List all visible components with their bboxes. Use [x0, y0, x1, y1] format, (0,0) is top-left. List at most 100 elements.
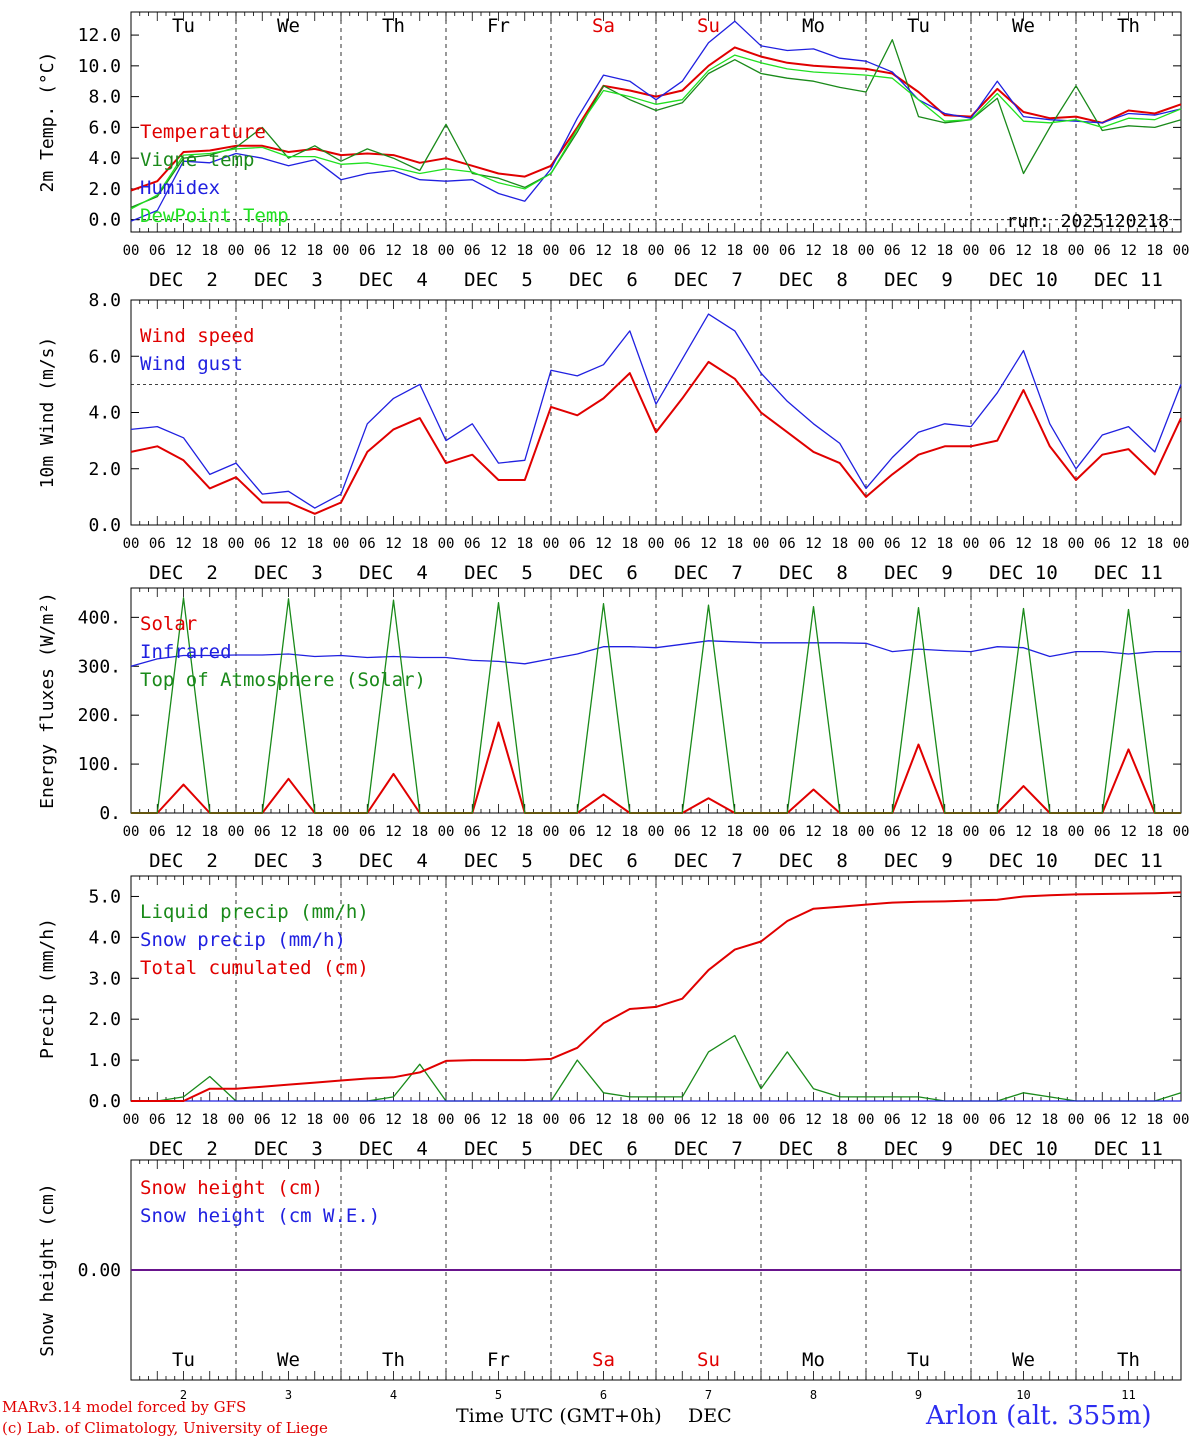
- x-hour-label: 00: [123, 1112, 140, 1128]
- x-hour-label: 12: [1120, 824, 1137, 840]
- x-hour-label: 18: [621, 243, 638, 259]
- day-of-week-label: Th: [382, 15, 405, 37]
- y-tick-label: 0.0: [88, 1091, 121, 1112]
- x-day-number: 7: [705, 1388, 712, 1402]
- day-of-week-label: We: [277, 1349, 300, 1371]
- x-hour-label: 18: [1146, 536, 1163, 552]
- x-hour-label: 12: [385, 824, 402, 840]
- y-axis-label: Energy fluxes (W/m²): [37, 592, 58, 809]
- x-hour-label: 00: [543, 1112, 560, 1128]
- legend-entry: Wind speed: [140, 325, 254, 347]
- x-hour-label: 06: [884, 1112, 901, 1128]
- x-hour-label: 00: [858, 536, 875, 552]
- x-day-number: 9: [915, 1388, 922, 1402]
- x-hour-label: 18: [726, 536, 743, 552]
- day-of-week-label: Mo: [802, 1349, 825, 1371]
- x-hour-label: 18: [201, 1112, 218, 1128]
- x-date-label: DEC 9: [884, 1138, 953, 1160]
- x-date-label: DEC 5: [464, 1138, 533, 1160]
- x-hour-label: 12: [595, 243, 612, 259]
- day-of-week-label: We: [1012, 1349, 1035, 1371]
- x-hour-label: 18: [621, 1112, 638, 1128]
- x-hour-label: 00: [753, 243, 770, 259]
- x-hour-label: 18: [1041, 1112, 1058, 1128]
- day-of-week-label: Tu: [172, 15, 195, 37]
- y-tick-label: 3.0: [88, 968, 121, 989]
- x-date-label: DEC 9: [884, 562, 953, 584]
- x-hour-label: 00: [1173, 824, 1190, 840]
- legend-entry: Infrared: [140, 641, 232, 663]
- x-hour-label: 06: [359, 243, 376, 259]
- legend-entry: Total cumulated (cm): [140, 957, 369, 979]
- x-hour-label: 00: [858, 824, 875, 840]
- x-hour-label: 00: [333, 536, 350, 552]
- x-hour-label: 12: [1120, 536, 1137, 552]
- x-date-label: DEC 7: [674, 269, 743, 291]
- x-hour-label: 00: [333, 1112, 350, 1128]
- x-hour-label: 06: [254, 1112, 271, 1128]
- x-hour-label: 12: [700, 243, 717, 259]
- x-hour-label: 12: [175, 824, 192, 840]
- x-hour-label: 18: [201, 824, 218, 840]
- series-line-green: [131, 597, 1181, 814]
- x-hour-label: 00: [648, 536, 665, 552]
- x-day-number: 5: [495, 1388, 502, 1402]
- legend-entry: Temperature: [140, 121, 266, 143]
- x-hour-label: 06: [254, 536, 271, 552]
- x-hour-label: 12: [1120, 1112, 1137, 1128]
- x-hour-label: 12: [595, 1112, 612, 1128]
- x-hour-label: 06: [359, 1112, 376, 1128]
- x-hour-label: 12: [490, 243, 507, 259]
- legend-entry: Snow precip (mm/h): [140, 929, 346, 951]
- x-hour-label: 12: [175, 536, 192, 552]
- x-hour-label: 00: [123, 243, 140, 259]
- x-hour-label: 18: [516, 1112, 533, 1128]
- x-hour-label: 06: [569, 1112, 586, 1128]
- run-annotation: run: 2025120218: [1006, 211, 1169, 232]
- x-hour-label: 12: [280, 824, 297, 840]
- x-day-number: 3: [285, 1388, 292, 1402]
- x-date-label: DEC 3: [254, 562, 323, 584]
- day-of-week-label: Su: [697, 1349, 720, 1371]
- y-tick-label: 0.: [99, 803, 121, 824]
- x-hour-label: 06: [359, 536, 376, 552]
- x-hour-label: 06: [149, 536, 166, 552]
- x-hour-label: 06: [149, 824, 166, 840]
- x-date-label: DEC 6: [569, 850, 638, 872]
- x-hour-label: 00: [333, 243, 350, 259]
- x-hour-label: 18: [411, 824, 428, 840]
- x-hour-label: 06: [1094, 824, 1111, 840]
- x-date-label: DEC 4: [359, 269, 428, 291]
- x-day-number: 2: [180, 1388, 187, 1402]
- model-credit-line: MARv3.14 model forced by GFS: [2, 1398, 247, 1416]
- x-hour-label: 18: [726, 243, 743, 259]
- y-tick-label: 200.: [78, 705, 121, 726]
- y-tick-label: 300.: [78, 656, 121, 677]
- x-hour-label: 00: [648, 1112, 665, 1128]
- x-hour-label: 00: [438, 243, 455, 259]
- x-hour-label: 06: [569, 536, 586, 552]
- x-date-label: DEC 2: [149, 850, 218, 872]
- x-hour-label: 00: [1173, 536, 1190, 552]
- x-hour-label: 18: [1041, 243, 1058, 259]
- x-hour-label: 06: [149, 243, 166, 259]
- panel-energy: 0. 100. 200. 300. 400. Energy fluxes (W/m²) So…: [37, 587, 1190, 872]
- series-line-blue: [130, 20, 1182, 222]
- x-hour-label: 00: [228, 536, 245, 552]
- x-hour-label: 18: [411, 1112, 428, 1128]
- x-hour-label: 00: [543, 536, 560, 552]
- x-hour-label: 06: [569, 824, 586, 840]
- panel-snow: 0.00 Snow height (cm) Snow height (cm) Snow…: [37, 1159, 1182, 1402]
- series-line-red: [130, 360, 1182, 515]
- x-hour-label: 12: [700, 1112, 717, 1128]
- x-hour-label: 12: [1120, 243, 1137, 259]
- x-hour-label: 06: [674, 243, 691, 259]
- x-hour-label: 18: [1146, 243, 1163, 259]
- panel-temperature: 0.0 2.0 4.0 6.0 8.0 10.0 12.0 2m Temp. (°C) Temp…: [37, 11, 1189, 291]
- x-hour-label: 12: [910, 243, 927, 259]
- x-date-label: DEC 11: [1094, 269, 1163, 291]
- x-hour-label: 12: [700, 536, 717, 552]
- x-date-label: DEC 10: [989, 269, 1058, 291]
- day-of-week-label: Tu: [172, 1349, 195, 1371]
